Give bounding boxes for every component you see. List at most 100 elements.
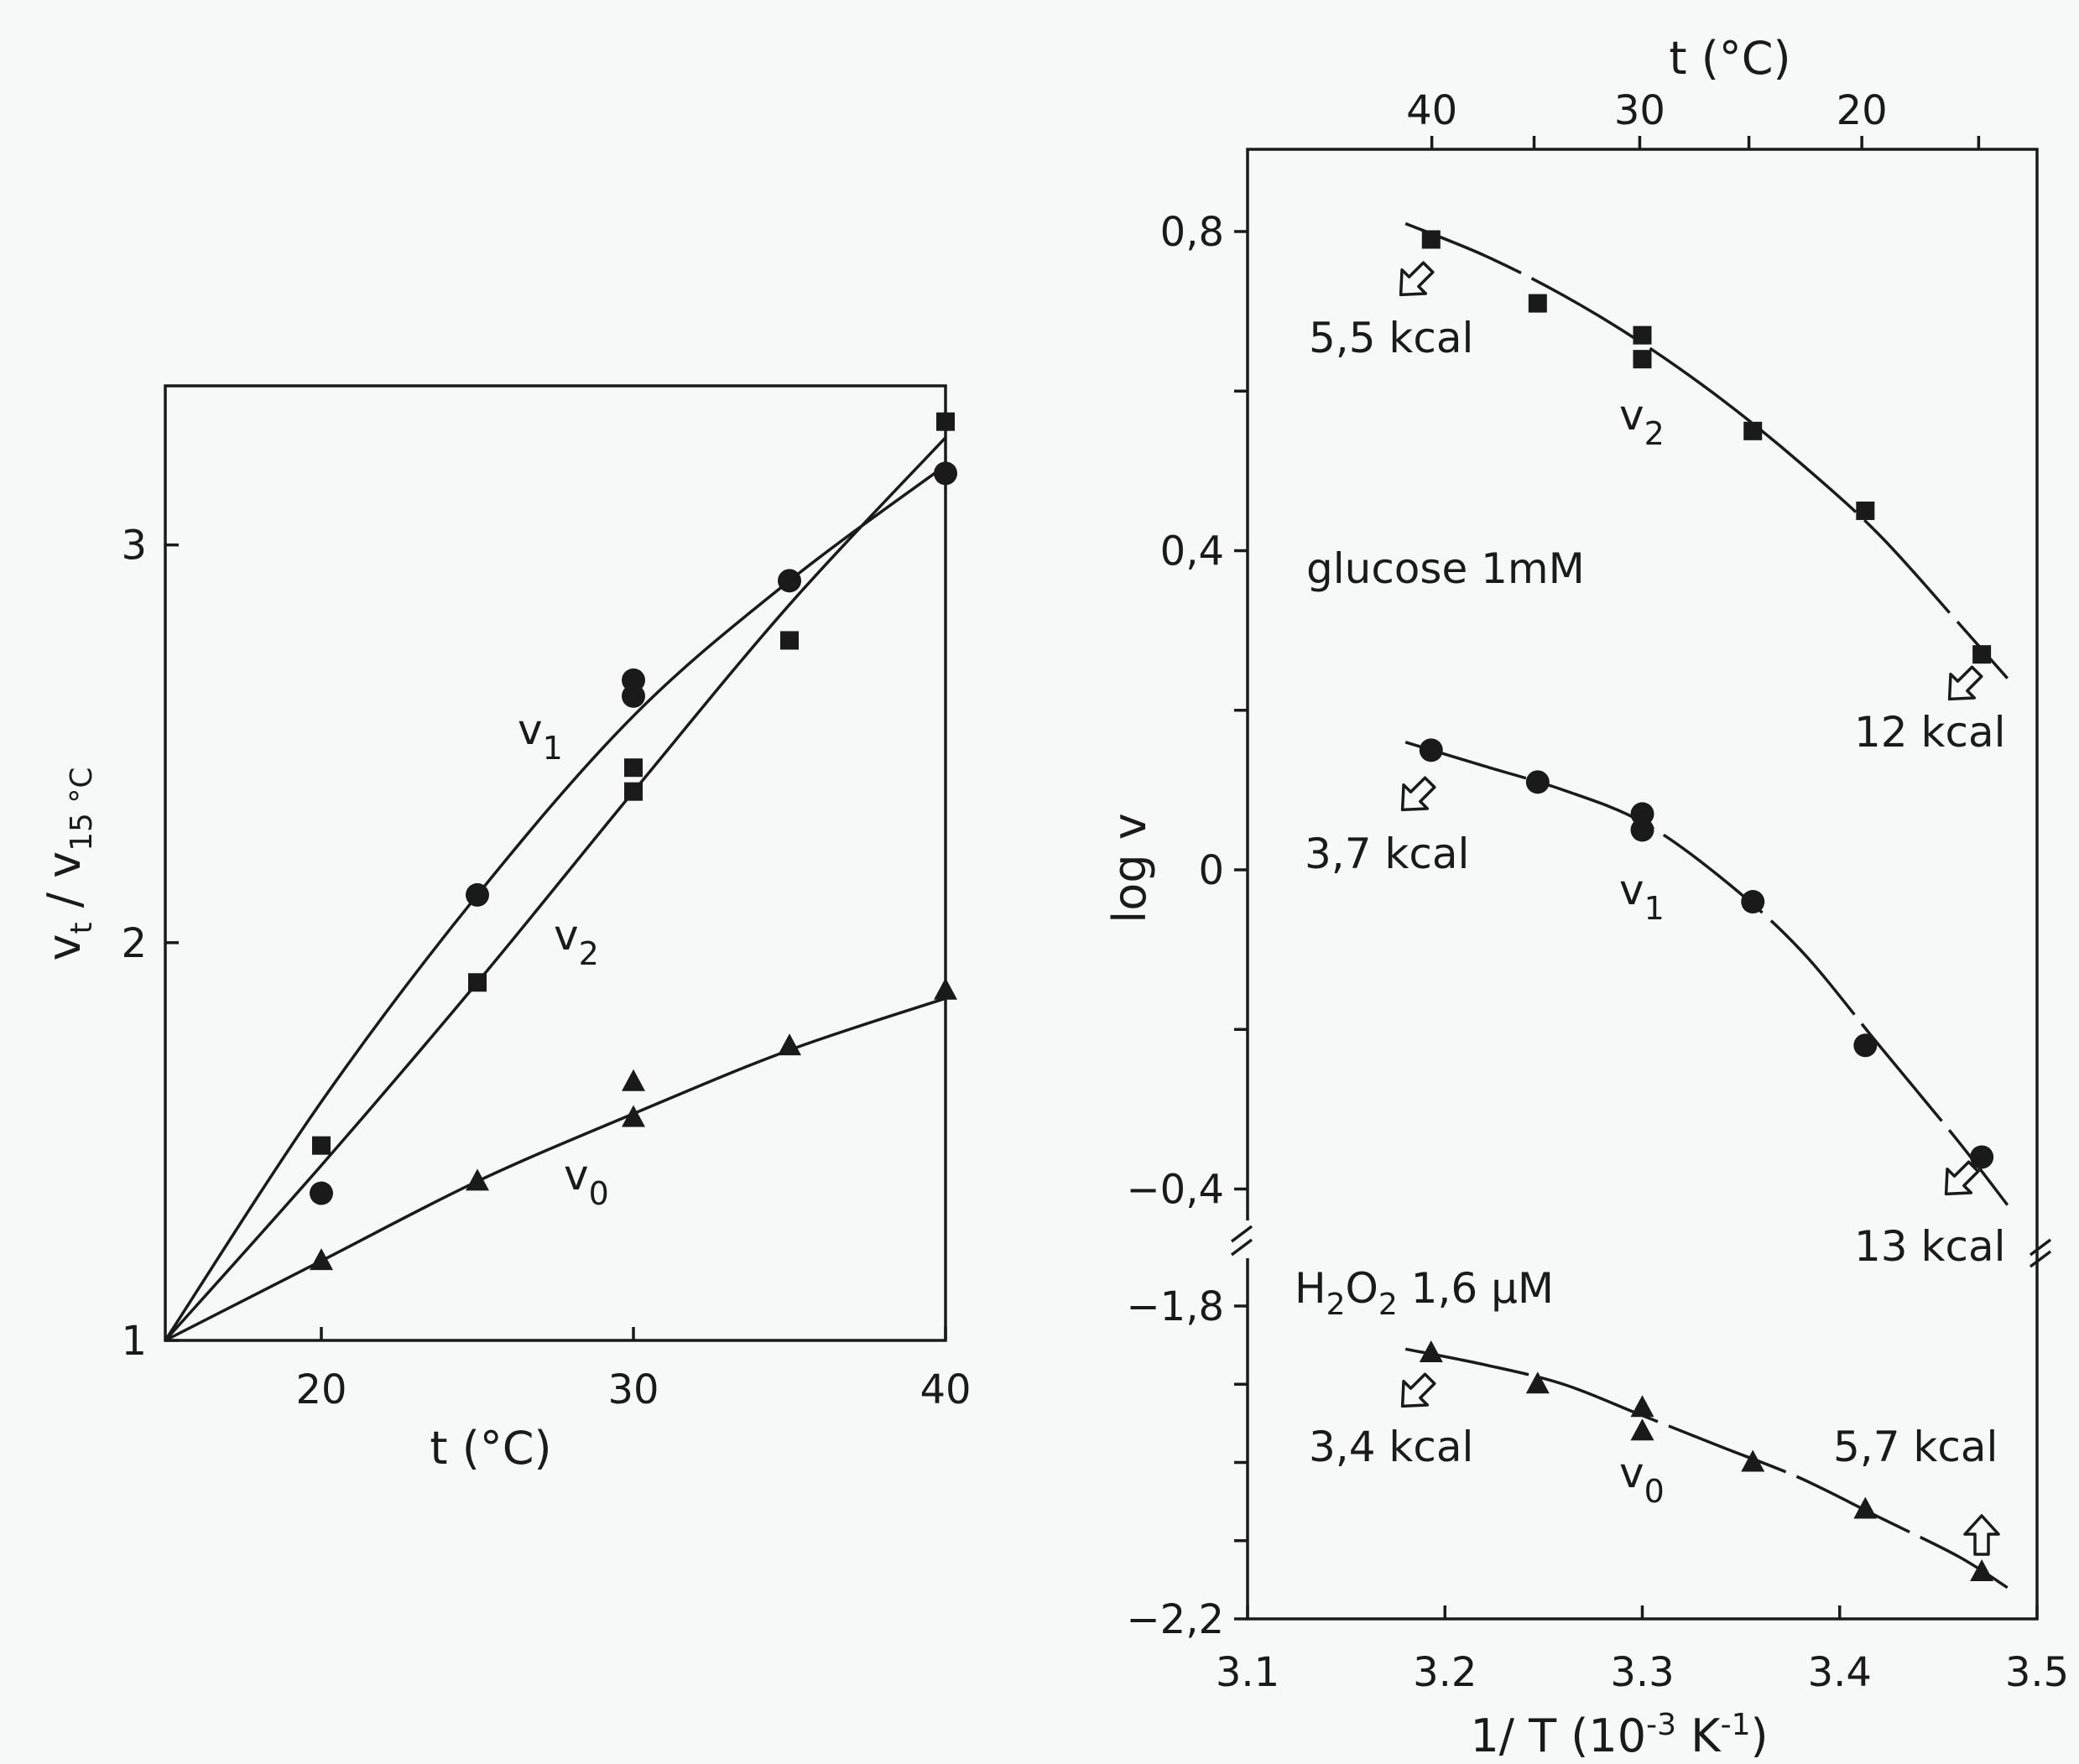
point-v1 bbox=[622, 684, 645, 708]
ea-label-3-7: 3,7 kcal bbox=[1305, 830, 1469, 878]
arrow-icon bbox=[1944, 1160, 1980, 1196]
arrow-icon bbox=[1399, 261, 1435, 297]
right-series-label-v0: v0 bbox=[1619, 1449, 1665, 1510]
arrow-icon bbox=[1947, 665, 1983, 701]
point-v2 bbox=[1856, 501, 1875, 520]
left-chart: 20 30 40 1 2 3 vt / v15 °C t (°C) v1 v2 v0 bbox=[38, 384, 972, 1475]
x-tick-label: 3.3 bbox=[1610, 1649, 1674, 1696]
curve-v2 bbox=[164, 436, 947, 1342]
x-tick-label: 3.5 bbox=[2005, 1649, 2069, 1696]
right-chart: 3.1 3.2 3.3 3.4 3.5 40 30 20 0,8 0,4 0 −0,4 −1,8 −2,2… bbox=[1103, 32, 2069, 1762]
x-tick-label: 3.1 bbox=[1216, 1649, 1279, 1696]
right-series-label-v2: v2 bbox=[1619, 391, 1665, 452]
point-v1 bbox=[1853, 1033, 1878, 1058]
x-tick-label: 30 bbox=[607, 1366, 659, 1413]
y-tick-label: −1,8 bbox=[1126, 1283, 1224, 1330]
point-v1 bbox=[778, 569, 801, 593]
y-tick-label: 0,8 bbox=[1160, 209, 1224, 256]
point-v2 bbox=[936, 412, 955, 431]
point-v1 bbox=[1970, 1145, 1994, 1169]
point-v2 bbox=[1633, 325, 1652, 345]
right-x-axis-label: 1/ T (10-3 K-1) bbox=[1470, 1708, 1768, 1762]
point-v0 bbox=[1853, 1496, 1878, 1519]
x-tick-label: 40 bbox=[920, 1366, 971, 1413]
h2o2-label: H2O2 1,6 µM bbox=[1295, 1264, 1554, 1322]
axis-break-right bbox=[2029, 1238, 2052, 1268]
point-v2 bbox=[1743, 421, 1763, 440]
left-tick-labels: 20 30 40 1 2 3 bbox=[121, 523, 971, 1413]
ea-label-3-4: 3,4 kcal bbox=[1309, 1423, 1473, 1471]
y-tick-label: 3 bbox=[121, 523, 147, 570]
point-v2 bbox=[1421, 230, 1441, 249]
point-v1 bbox=[1630, 818, 1654, 842]
point-v0 bbox=[1741, 1449, 1765, 1472]
point-v2 bbox=[1633, 350, 1652, 369]
y-tick-label: 0 bbox=[1198, 847, 1224, 894]
ea-label-5-7: 5,7 kcal bbox=[1833, 1423, 1998, 1471]
point-v0 bbox=[1970, 1559, 1994, 1582]
right-curves bbox=[1404, 221, 2009, 1590]
right-y-axis-label: log v bbox=[1103, 813, 1156, 923]
left-plot-frame bbox=[164, 384, 947, 1342]
arrow-icon bbox=[1963, 1514, 2000, 1556]
point-v0 bbox=[466, 1168, 489, 1191]
point-v0 bbox=[622, 1105, 645, 1127]
point-v1 bbox=[1525, 770, 1550, 794]
point-v1 bbox=[1741, 890, 1765, 914]
point-v0 bbox=[778, 1033, 801, 1056]
point-v1 bbox=[934, 461, 957, 486]
right-tick-marks bbox=[1234, 136, 2039, 1621]
curve-v1 bbox=[1404, 741, 2009, 1206]
right-series-label-v1: v1 bbox=[1619, 866, 1665, 927]
ea-label-13: 13 kcal bbox=[1854, 1222, 2006, 1271]
point-v2 bbox=[780, 631, 799, 650]
point-v2 bbox=[1528, 294, 1547, 313]
axis-break-left bbox=[1230, 1225, 1253, 1257]
curve-v0 bbox=[164, 996, 946, 1342]
point-v0 bbox=[1630, 1418, 1654, 1441]
left-data-marks bbox=[310, 412, 957, 1271]
ea-label-12: 12 kcal bbox=[1854, 708, 2006, 757]
arrow-icon bbox=[1400, 776, 1436, 812]
point-v2 bbox=[468, 973, 487, 992]
right-top-axis-label: t (°C) bbox=[1669, 32, 1790, 85]
x-tick-label: 3.2 bbox=[1413, 1649, 1477, 1696]
top-tick-label: 20 bbox=[1837, 87, 1888, 134]
point-v0 bbox=[622, 1069, 645, 1091]
point-v0 bbox=[1419, 1340, 1443, 1362]
point-v0 bbox=[310, 1248, 333, 1271]
y-tick-label: −0,4 bbox=[1126, 1167, 1224, 1214]
point-v2 bbox=[624, 782, 643, 801]
point-v1 bbox=[466, 882, 489, 907]
curve-v0 bbox=[1404, 1347, 2009, 1590]
y-tick-label: 1 bbox=[121, 1318, 147, 1365]
x-tick-label: 3.4 bbox=[1808, 1649, 1872, 1696]
y-tick-label: −2,2 bbox=[1126, 1596, 1224, 1643]
point-v2 bbox=[312, 1136, 331, 1155]
left-series-label-v2: v2 bbox=[554, 911, 599, 972]
glucose-label: glucose 1mM bbox=[1306, 544, 1585, 593]
y-tick-label: 0,4 bbox=[1160, 528, 1224, 575]
right-data-marks bbox=[1419, 230, 1994, 1582]
point-v0 bbox=[934, 977, 957, 1000]
left-series-label-v1: v1 bbox=[518, 705, 563, 767]
top-tick-label: 30 bbox=[1614, 87, 1665, 134]
top-tick-label: 40 bbox=[1406, 87, 1457, 134]
left-y-axis-label: vt / v15 °C bbox=[38, 768, 99, 961]
right-plot-frame bbox=[1246, 148, 2039, 1621]
point-v1 bbox=[1419, 738, 1443, 762]
left-series-label-v0: v0 bbox=[564, 1151, 609, 1212]
right-tick-labels: 3.1 3.2 3.3 3.4 3.5 40 30 20 0,8 0,4 0 −0,4 −1,8 −2,2 bbox=[1126, 87, 2069, 1696]
left-curves bbox=[164, 436, 947, 1342]
point-v2 bbox=[1972, 645, 1992, 664]
point-v0 bbox=[1630, 1395, 1654, 1418]
curve-v2 bbox=[1404, 221, 2009, 679]
arrow-icon bbox=[1400, 1372, 1436, 1408]
point-v2 bbox=[624, 758, 643, 778]
left-x-axis-label: t (°C) bbox=[430, 1422, 551, 1475]
point-v0 bbox=[1525, 1371, 1550, 1394]
point-v1 bbox=[310, 1181, 333, 1205]
ea-label-5-5: 5,5 kcal bbox=[1309, 314, 1473, 362]
x-tick-label: 20 bbox=[295, 1366, 346, 1413]
